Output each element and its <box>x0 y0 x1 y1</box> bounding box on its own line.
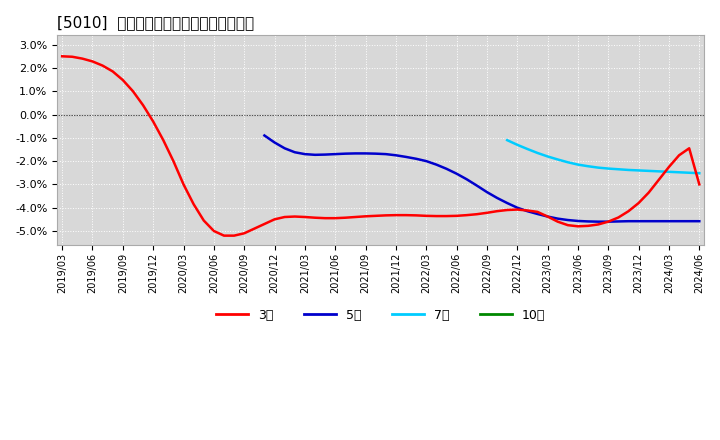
Legend: 3年, 5年, 7年, 10年: 3年, 5年, 7年, 10年 <box>212 304 550 327</box>
Text: [5010]  経常利益マージンの平均値の推移: [5010] 経常利益マージンの平均値の推移 <box>57 15 254 30</box>
